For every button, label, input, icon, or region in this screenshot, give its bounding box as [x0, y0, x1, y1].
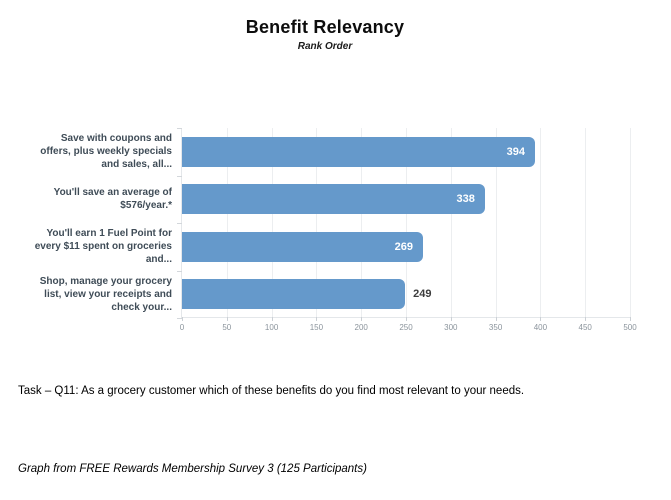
bar-value-label: 394 [506, 145, 526, 158]
x-axis-tick-label: 450 [578, 323, 592, 332]
x-axis-tick [495, 317, 497, 321]
x-axis-tick-label: 250 [399, 323, 413, 332]
x-axis-tick [585, 317, 587, 321]
bar-value-label: 269 [394, 240, 414, 253]
category-label: Shop, manage your grocery list, view you… [39, 275, 172, 313]
gridline [361, 128, 363, 317]
chart-subtitle: Rank Order [297, 41, 353, 52]
x-axis-tick [406, 317, 407, 321]
gridline [406, 128, 407, 317]
bar-row: 269 [182, 223, 630, 271]
x-axis-tick [361, 317, 363, 321]
gridline [495, 128, 497, 317]
gridline [630, 128, 631, 317]
bar-row: 249 [182, 271, 630, 319]
bar-row: 394 [182, 128, 630, 176]
y-axis-tick [177, 318, 182, 319]
bar-row: 338 [182, 176, 630, 224]
x-axis-tick [182, 317, 183, 321]
y-axis-tick [177, 175, 182, 177]
gridline [226, 128, 228, 317]
bar-value-label: 249 [413, 288, 432, 301]
x-axis-tick [630, 317, 631, 321]
x-axis-tick-label: 400 [533, 323, 548, 332]
x-axis-tick-label: 0 [179, 323, 185, 332]
bar: 269 [182, 231, 424, 262]
category-label: You'll earn 1 Fuel Point for every $11 s… [34, 228, 172, 266]
gridline [540, 128, 542, 317]
x-axis-tick-label: 200 [354, 323, 368, 332]
x-axis-tick [316, 317, 318, 321]
x-axis-tick [450, 317, 452, 321]
bar [182, 279, 406, 310]
y-axis-tick [177, 270, 182, 272]
task-text: Task – Q11: As a grocery customer which … [18, 385, 525, 397]
category-label: Save with coupons and offers, plus weekl… [40, 133, 172, 171]
gridline [271, 128, 273, 317]
y-axis-tick [177, 128, 182, 129]
x-axis-tick [226, 317, 228, 321]
x-axis-tick [540, 317, 542, 321]
plot-area: 394 338 269 249 0 50 100 150 200 250 300 350 400 450… [177, 128, 637, 332]
x-axis-tick-label: 500 [623, 323, 637, 332]
x-axis-tick-label: 150 [309, 323, 324, 332]
gridline [450, 128, 452, 317]
gridline [585, 128, 587, 317]
x-axis-tick-label: 50 [222, 323, 232, 332]
source-text: Graph from FREE Rewards Membership Surve… [18, 463, 367, 475]
x-axis-tick-label: 350 [488, 323, 503, 332]
bar: 338 [182, 184, 485, 215]
x-axis-tick-label: 300 [444, 323, 458, 332]
gridline [316, 128, 318, 317]
bar-value-label: 338 [456, 193, 475, 206]
x-axis-tick [271, 317, 273, 321]
chart-title: Benefit Relevancy [245, 17, 405, 37]
x-axis-tick-label: 100 [264, 323, 279, 332]
y-axis-tick [177, 223, 182, 224]
category-label: You'll save an average of $576/year.* [53, 187, 172, 212]
category-label-column: Save with coupons and offers, plus weekl… [14, 128, 172, 318]
bar: 394 [182, 136, 536, 167]
